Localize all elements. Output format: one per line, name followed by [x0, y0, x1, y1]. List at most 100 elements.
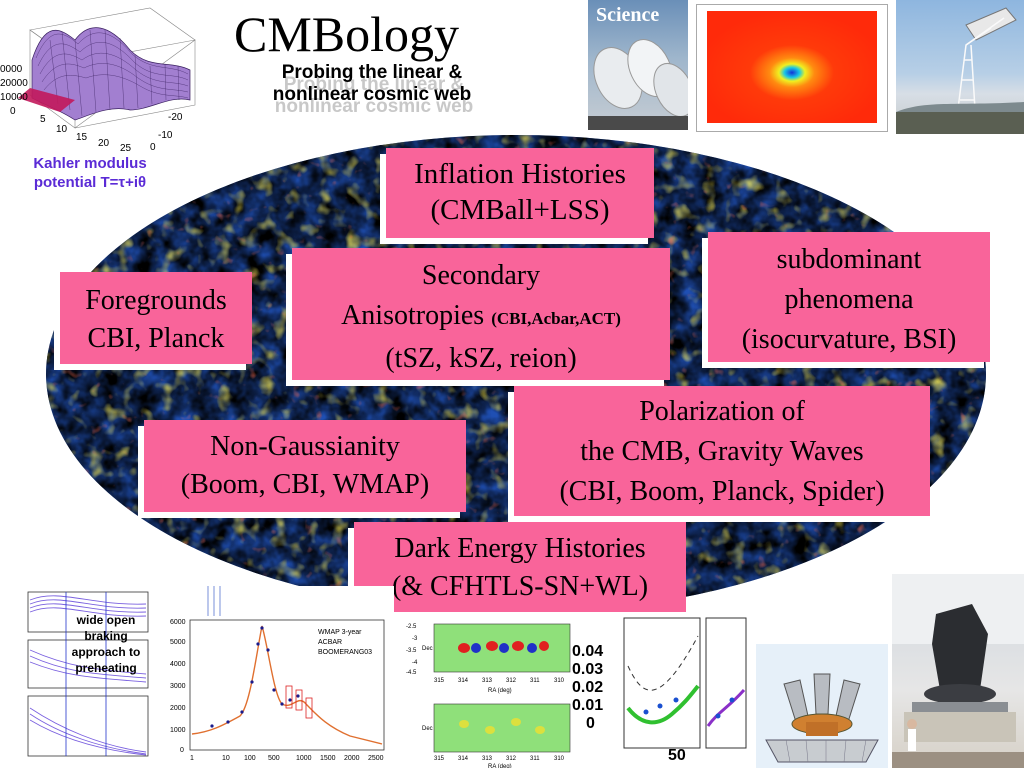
topic-dark-energy: Dark Energy Histories (& CFHTLS-SN+WL): [354, 522, 686, 612]
y-tick-4000: 4000: [170, 661, 186, 668]
preheating-caption: wide open braking approach to preheating: [71, 613, 141, 675]
sz-ylabel-bottom: Dec: [422, 726, 433, 732]
topic-secondary-line-1: Secondary: [421, 260, 541, 291]
de-value-001: 0.01: [572, 697, 604, 714]
preheating-plot: [0, 578, 150, 768]
svg-text:-4: -4: [412, 660, 418, 666]
x-tick-100: 100: [244, 755, 256, 762]
z-tick-3: 10000: [0, 92, 28, 103]
y-tick-6000: 6000: [170, 619, 186, 626]
x-tick-1500: 1500: [320, 755, 336, 762]
power-spectrum-plot: WMAP 3-year ACBAR BOOMERANG03 6000 5000 …: [150, 586, 394, 768]
x-tick-2500: 2500: [368, 755, 384, 762]
topic-darkenergy-line-1: Dark Energy Histories: [394, 533, 646, 564]
sz-strip-maps: -2.5 -3 -3.5 -4 -4.5 Dec 315 314 313 312…: [404, 614, 572, 768]
legend-wmap: WMAP 3-year: [318, 629, 362, 636]
de-value-003: 0.03: [572, 661, 604, 678]
svg-text:-4.5: -4.5: [406, 670, 417, 676]
z-tick-4: 0: [10, 106, 16, 117]
x-tick-1: 1: [190, 755, 194, 762]
subtitle-shadow: Probing the linear & nonlinear cosmic we…: [274, 74, 474, 117]
svg-text:310: 310: [554, 756, 565, 762]
x-tick-3: 15: [76, 132, 88, 143]
svg-text:315: 315: [434, 678, 445, 684]
svg-text:312: 312: [506, 678, 517, 684]
svg-text:311: 311: [530, 756, 540, 762]
radio-telescope-photo: [896, 0, 1024, 134]
planck-satellite-photo: [892, 574, 1024, 768]
svg-text:314: 314: [458, 756, 469, 762]
topic-subdominant-line-1: subdominant: [776, 244, 922, 275]
x-tick-1000: 1000: [296, 755, 312, 762]
y-tick-2: -10: [158, 130, 173, 141]
sz-xlabel-top: RA (deg): [488, 688, 512, 694]
kahler-line-2: potential T=τ+iθ: [33, 174, 147, 191]
topic-polarization-line-2: the CMB, Gravity Waves: [580, 436, 864, 467]
y-tick-3: 0: [150, 142, 156, 152]
z-tick-2: 20000: [0, 78, 28, 89]
spider-payload-image: [756, 644, 888, 768]
topic-nongauss-line-2: (Boom, CBI, WMAP): [180, 469, 430, 500]
topic-subdominant-line-3: (isocurvature, BSI): [741, 324, 957, 355]
de-bottom-label: 50: [668, 747, 686, 764]
x-tick-500: 500: [268, 755, 280, 762]
y-tick-2000: 2000: [170, 705, 186, 712]
svg-text:-2.5: -2.5: [406, 624, 417, 630]
sz-xlabel-bottom: RA (deg): [488, 764, 512, 768]
de-value-004: 0.04: [572, 643, 604, 660]
svg-text:-3: -3: [412, 636, 418, 642]
x-tick-1: 5: [40, 114, 46, 125]
page-subtitle: Probing the linear & nonlinear cosmic we…: [222, 62, 522, 106]
topic-polarization-line-1: Polarization of: [639, 396, 805, 427]
svg-text:314: 314: [458, 678, 469, 684]
x-tick-10: 10: [222, 755, 230, 762]
x-tick-2000: 2000: [344, 755, 360, 762]
svg-text:315: 315: [434, 756, 445, 762]
svg-text:311: 311: [530, 678, 540, 684]
subtitle-line-1: Probing the linear &: [281, 62, 463, 83]
kahler-potential-plot: 0000 20000 10000 0 5 10 15 20 25 -20 -10…: [0, 0, 200, 152]
science-masthead: Science: [596, 4, 660, 26]
subtitle-line-2: nonlinear cosmic web: [272, 84, 472, 105]
x-tick-4: 20: [98, 138, 110, 149]
topic-secondary-line-2: Anisotropies (CBI,Acbar,ACT): [341, 300, 621, 331]
svg-text:-3.5: -3.5: [406, 648, 417, 654]
y-tick-1000: 1000: [170, 727, 186, 734]
x-tick-5: 25: [120, 143, 132, 152]
de-value-002: 0.02: [572, 679, 604, 696]
z-tick-1: 0000: [0, 64, 23, 75]
kahler-caption: Kahler modulus potential T=τ+iθ: [6, 154, 174, 192]
topic-foregrounds: Foregrounds CBI, Planck: [60, 272, 252, 364]
legend-acbar: ACBAR: [318, 639, 342, 646]
topic-foregrounds-line-2: CBI, Planck: [87, 323, 225, 354]
sz-cluster-map: [696, 4, 888, 132]
legend-boomerang: BOOMERANG03: [318, 649, 372, 656]
dark-energy-plot: 0.04 0.03 0.02 0.01 0 50: [572, 616, 752, 768]
topic-inflation-histories: Inflation Histories (CMBall+LSS): [386, 148, 654, 238]
sz-ylabel-top: Dec: [422, 646, 433, 652]
de-value-0: 0: [586, 715, 595, 732]
kahler-line-1: Kahler modulus: [33, 155, 147, 172]
topic-subdominant-phenomena: subdominant phenomena (isocurvature, BSI…: [708, 232, 990, 362]
svg-text:312: 312: [506, 756, 517, 762]
svg-text:313: 313: [482, 678, 493, 684]
y-tick-1: -20: [168, 112, 183, 123]
topic-polarization-line-3: (CBI, Boom, Planck, Spider): [559, 476, 885, 507]
svg-text:310: 310: [554, 678, 565, 684]
y-tick-5000: 5000: [170, 639, 186, 646]
topic-inflation-line-2: (CMBall+LSS): [430, 194, 610, 226]
y-tick-3000: 3000: [170, 683, 186, 690]
topic-polarization: Polarization of the CMB, Gravity Waves (…: [514, 386, 930, 516]
topic-foregrounds-line-1: Foregrounds: [85, 285, 227, 316]
topic-secondary-line-3: (tSZ, kSZ, reion): [385, 343, 577, 374]
science-cover-image: Science: [588, 0, 688, 130]
topic-secondary-anisotropies: Secondary Anisotropies (CBI,Acbar,ACT) (…: [292, 248, 670, 380]
svg-text:313: 313: [482, 756, 493, 762]
y-tick-0: 0: [180, 747, 184, 754]
topic-non-gaussianity: Non-Gaussianity (Boom, CBI, WMAP): [144, 420, 466, 512]
topic-subdominant-line-2: phenomena: [784, 284, 914, 315]
topic-darkenergy-line-2: (& CFHTLS-SN+WL): [391, 571, 649, 602]
topic-inflation-line-1: Inflation Histories: [414, 158, 626, 190]
page-title: CMBology: [234, 6, 460, 62]
x-tick-2: 10: [56, 124, 68, 135]
